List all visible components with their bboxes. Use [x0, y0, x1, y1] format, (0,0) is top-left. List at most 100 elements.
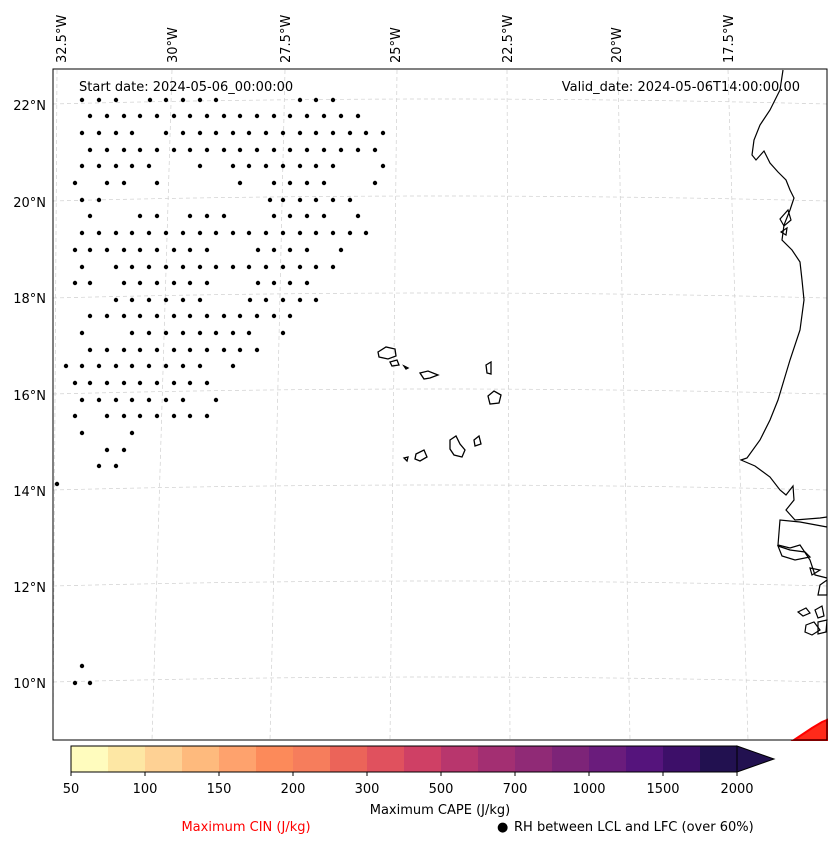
rh-dot [230, 330, 236, 336]
rh-dot [121, 413, 127, 419]
colorbar-title: Maximum CAPE (J/kg) [370, 803, 510, 818]
rh-dot [163, 363, 169, 369]
rh-dot [96, 197, 102, 203]
colorbar-segment [330, 746, 368, 772]
colorbar-tick-label: 200 [281, 782, 306, 797]
rh-dot [104, 413, 110, 419]
rh-dot [163, 264, 169, 270]
rh-dot [304, 147, 310, 153]
lat-label: 10°N [13, 677, 46, 692]
rh-dot [304, 280, 310, 286]
rh-legend-marker: ● [497, 820, 508, 835]
rh-dot [137, 247, 143, 253]
cape-colorbar [70, 745, 776, 773]
rh-dot [197, 363, 203, 369]
rh-dot [255, 247, 261, 253]
rh-dot [330, 130, 336, 136]
rh-dot [146, 297, 152, 303]
rh-dot [246, 264, 252, 270]
rh-dot [380, 130, 386, 136]
colorbar-segment [626, 746, 664, 772]
colorbar-ticks: 50 100 150 200 300 500 700 1000 1500 2000 [63, 772, 754, 797]
rh-dot [330, 264, 336, 270]
rh-dot [154, 180, 160, 186]
rh-dot [104, 347, 110, 353]
rh-dot [121, 113, 127, 119]
island-santiago [449, 435, 466, 458]
rh-dot [121, 347, 127, 353]
rh-dot [54, 481, 60, 487]
rh-dot [246, 230, 252, 236]
rh-dot [204, 347, 210, 353]
colorbar-tick-label: 50 [63, 782, 80, 797]
rh-dot [104, 180, 110, 186]
rh-dot [113, 463, 119, 469]
lat-label: 14°N [13, 485, 46, 500]
rh-dot [113, 363, 119, 369]
rh-dot [321, 113, 327, 119]
rh-dot [347, 197, 353, 203]
rh-dot [171, 113, 177, 119]
rh-dot [79, 330, 85, 336]
rh-dot [171, 247, 177, 253]
rh-dot [147, 97, 153, 103]
rh-dot [313, 230, 319, 236]
rh-dot [154, 113, 160, 119]
rh-dot [146, 264, 152, 270]
colorbar-tick-label: 300 [355, 782, 380, 797]
rh-dot [204, 213, 210, 219]
rh-dot [154, 213, 160, 219]
rh-dot [287, 180, 293, 186]
lon-labels: 32.5°W 30°W 27.5°W 25°W 22.5°W 20°W 17.5… [55, 15, 737, 63]
rh-dot [330, 97, 336, 103]
rh-dot [204, 247, 210, 253]
rh-dot [180, 397, 186, 403]
rh-dot [313, 297, 319, 303]
colorbar-segment [145, 746, 183, 772]
rh-dot [287, 147, 293, 153]
island-sal [485, 360, 492, 375]
rh-dot [263, 130, 269, 136]
rh-dot [230, 363, 236, 369]
rh-dot [297, 130, 303, 136]
colorbar-tick-label: 1500 [646, 782, 679, 797]
rh-dot [254, 147, 260, 153]
rh-dot [137, 413, 143, 419]
colorbar-tick-label: 100 [133, 782, 158, 797]
rh-dot [121, 247, 127, 253]
rh-dot [271, 113, 277, 119]
rh-dot [263, 230, 269, 236]
colorbar-segment [552, 746, 590, 772]
graticule [52, 69, 828, 741]
colorbar-tick-label: 150 [207, 782, 232, 797]
rh-dot [72, 380, 78, 386]
island-brava [402, 456, 409, 463]
rh-dot [246, 163, 252, 169]
rh-dot [87, 313, 93, 319]
rh-dot [254, 113, 260, 119]
rh-dot [204, 380, 210, 386]
rh-dot [237, 147, 243, 153]
rh-dot [230, 163, 236, 169]
rh-dot [204, 113, 210, 119]
rh-dot [197, 330, 203, 336]
rh-dot [171, 280, 177, 286]
rh-dot [304, 180, 310, 186]
rh-dot [287, 247, 293, 253]
rh-dot [313, 264, 319, 270]
rh-dot [330, 197, 336, 203]
rh-dot [72, 413, 78, 419]
rh-dot [271, 247, 277, 253]
rh-dot [96, 97, 102, 103]
rh-dot [137, 313, 143, 319]
rh-dot [197, 97, 203, 103]
rh-dot [246, 330, 252, 336]
rh-dot [79, 163, 85, 169]
rh-dot [79, 230, 85, 236]
rh-dot [87, 680, 93, 686]
rh-legend-label: RH between LCL and LFC (over 60%) [514, 820, 754, 835]
rh-dot [104, 313, 110, 319]
colorbar-segment [515, 746, 553, 772]
rh-dot [79, 97, 85, 103]
